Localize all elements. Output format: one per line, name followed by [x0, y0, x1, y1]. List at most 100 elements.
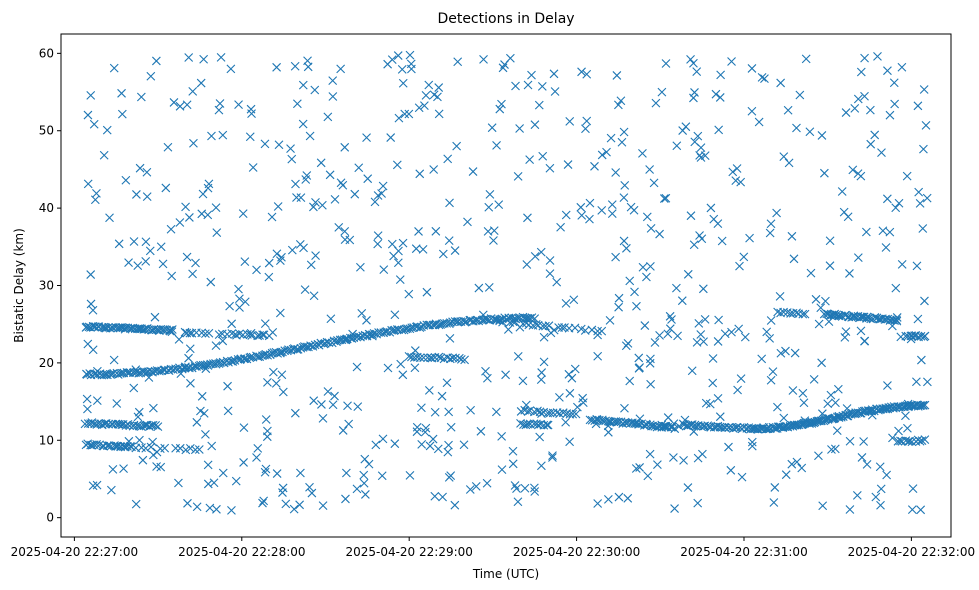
- detection-point: [298, 80, 308, 90]
- detection-point: [227, 329, 237, 338]
- detection-point: [779, 413, 789, 423]
- detection-point: [460, 355, 470, 365]
- detection-point: [465, 485, 475, 494]
- detection-point: [148, 450, 158, 460]
- detection-point: [445, 198, 454, 208]
- detection-point: [353, 402, 363, 411]
- detection-point: [344, 419, 354, 429]
- x-tick-label: 2025-04-20 22:32:00: [848, 545, 975, 559]
- detection-point: [655, 331, 664, 340]
- detection-point: [536, 461, 546, 471]
- detection-point: [696, 143, 706, 153]
- detection-point: [603, 421, 613, 431]
- detection-point: [769, 498, 779, 507]
- detection-point: [797, 463, 807, 473]
- detection-point: [431, 226, 441, 236]
- detection-point: [487, 123, 497, 133]
- detection-point: [919, 85, 929, 94]
- detection-point: [352, 362, 362, 372]
- detection-point: [538, 151, 548, 161]
- detection-point: [582, 116, 592, 126]
- detection-point: [563, 160, 573, 169]
- detection-point: [228, 357, 238, 366]
- detection-point: [825, 261, 835, 271]
- detection-point: [484, 282, 494, 292]
- detection-point: [577, 210, 587, 220]
- detection-point: [412, 427, 422, 437]
- detection-point: [227, 356, 236, 366]
- detection-point: [696, 153, 706, 162]
- detection-point: [422, 287, 432, 297]
- detection-point: [482, 478, 492, 488]
- detection-point: [798, 388, 808, 398]
- detection-point: [582, 69, 592, 79]
- detection-point: [901, 411, 910, 421]
- detection-point: [564, 369, 574, 379]
- detection-point: [760, 74, 769, 84]
- detection-point: [515, 322, 525, 332]
- detection-point: [915, 436, 925, 446]
- detection-point: [673, 331, 682, 341]
- detection-point: [214, 105, 224, 115]
- detection-point: [83, 339, 93, 349]
- detection-point: [603, 427, 613, 437]
- detection-point: [88, 481, 98, 491]
- detection-point: [492, 140, 501, 150]
- detection-point: [593, 326, 602, 336]
- detection-point: [436, 353, 446, 363]
- detection-point: [442, 318, 452, 328]
- detection-point: [184, 53, 194, 62]
- detection-point: [485, 189, 495, 199]
- detection-point: [446, 422, 456, 432]
- detection-point: [865, 105, 875, 115]
- detection-point: [119, 464, 128, 473]
- detection-point: [324, 338, 334, 347]
- detection-point: [920, 435, 930, 445]
- detection-point: [296, 193, 306, 203]
- detection-point: [102, 125, 112, 135]
- detection-point: [300, 285, 310, 294]
- detection-point: [537, 368, 547, 377]
- detection-point: [278, 483, 288, 493]
- detection-point: [776, 308, 785, 318]
- detection-point: [535, 432, 545, 442]
- detection-point: [410, 346, 420, 355]
- detection-point: [144, 373, 154, 382]
- detection-point: [182, 100, 192, 110]
- detection-point: [798, 309, 808, 319]
- detection-point: [471, 481, 481, 491]
- detection-point: [92, 188, 101, 198]
- detection-point: [181, 362, 190, 372]
- detection-point: [261, 464, 271, 474]
- detection-point: [839, 207, 849, 217]
- detection-point: [410, 363, 420, 373]
- detection-point: [434, 320, 444, 330]
- detection-point: [530, 252, 540, 261]
- detection-point: [903, 399, 913, 409]
- detection-point: [724, 442, 733, 452]
- detection-point: [757, 73, 767, 82]
- detection-point: [530, 120, 540, 130]
- detection-point: [275, 348, 285, 358]
- detection-point: [806, 268, 816, 278]
- detection-point: [141, 257, 151, 266]
- detection-point: [617, 137, 627, 147]
- detection-point: [823, 399, 833, 409]
- detection-point: [444, 440, 453, 450]
- detection-point: [235, 329, 244, 339]
- detection-point: [334, 222, 344, 232]
- detection-point: [311, 198, 320, 207]
- detection-point: [240, 257, 250, 266]
- detection-point: [565, 388, 575, 398]
- detection-point: [419, 353, 429, 362]
- detection-point: [452, 141, 462, 151]
- detection-point: [518, 376, 528, 386]
- detection-point: [398, 78, 408, 88]
- detection-point: [689, 58, 698, 68]
- detection-point: [373, 231, 383, 240]
- detection-point: [521, 400, 531, 410]
- detection-point: [298, 119, 308, 129]
- detection-point: [307, 488, 317, 498]
- detection-point: [131, 499, 141, 509]
- detection-point: [593, 330, 603, 340]
